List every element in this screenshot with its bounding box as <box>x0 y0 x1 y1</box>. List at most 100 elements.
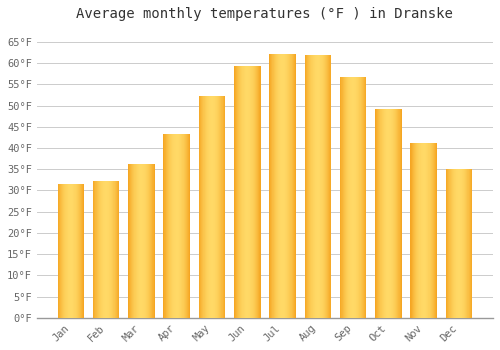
Bar <box>210 96 211 318</box>
Bar <box>340 77 341 318</box>
Bar <box>218 96 219 318</box>
Bar <box>307 55 308 318</box>
Bar <box>171 134 172 318</box>
Bar <box>347 77 348 318</box>
Bar <box>241 66 242 318</box>
Bar <box>216 96 218 318</box>
Bar <box>420 143 421 318</box>
Bar <box>93 181 94 318</box>
Bar <box>71 184 72 318</box>
Bar <box>250 66 251 318</box>
Bar <box>78 184 80 318</box>
Bar <box>94 181 95 318</box>
Bar <box>149 164 150 318</box>
Bar <box>350 77 351 318</box>
Bar <box>378 109 379 318</box>
Bar <box>291 54 292 318</box>
Bar <box>284 54 286 318</box>
Bar <box>436 143 437 318</box>
Bar <box>238 66 239 318</box>
Bar <box>305 55 306 318</box>
Bar <box>216 96 217 318</box>
Bar <box>272 54 273 318</box>
Bar <box>293 54 294 318</box>
Bar <box>397 109 398 318</box>
Bar <box>108 181 109 318</box>
Bar <box>462 169 464 318</box>
Bar <box>322 55 323 318</box>
Bar <box>392 109 394 318</box>
Bar <box>346 77 347 318</box>
Bar <box>106 181 107 318</box>
Bar <box>133 164 134 318</box>
Bar <box>175 134 176 318</box>
Bar <box>80 184 81 318</box>
Bar <box>208 96 209 318</box>
Bar <box>141 164 142 318</box>
Bar <box>286 54 287 318</box>
Bar <box>358 77 359 318</box>
Bar <box>134 164 135 318</box>
Bar <box>259 66 260 318</box>
Bar <box>377 109 378 318</box>
Bar <box>308 55 309 318</box>
Bar <box>140 164 141 318</box>
Bar <box>168 134 169 318</box>
Bar <box>280 54 281 318</box>
Bar <box>185 134 186 318</box>
Bar <box>326 55 327 318</box>
Bar <box>375 109 376 318</box>
Bar <box>215 96 216 318</box>
Bar <box>466 169 467 318</box>
Bar <box>60 184 61 318</box>
Bar <box>183 134 184 318</box>
Bar <box>468 169 469 318</box>
Bar <box>224 96 226 318</box>
Bar <box>311 55 312 318</box>
Bar <box>379 109 380 318</box>
Bar <box>135 164 136 318</box>
Bar <box>455 169 456 318</box>
Bar <box>255 66 256 318</box>
Bar <box>177 134 178 318</box>
Bar <box>353 77 354 318</box>
Bar <box>432 143 433 318</box>
Bar <box>421 143 422 318</box>
Bar <box>450 169 451 318</box>
Bar <box>147 164 148 318</box>
Bar <box>95 181 96 318</box>
Bar <box>414 143 415 318</box>
Bar <box>319 55 320 318</box>
Bar <box>394 109 395 318</box>
Bar <box>457 169 458 318</box>
Bar <box>447 169 448 318</box>
Bar <box>132 164 133 318</box>
Bar <box>423 143 424 318</box>
Bar <box>136 164 137 318</box>
Bar <box>306 55 307 318</box>
Bar <box>153 164 154 318</box>
Bar <box>83 184 84 318</box>
Bar <box>277 54 278 318</box>
Bar <box>318 55 319 318</box>
Bar <box>111 181 112 318</box>
Bar <box>278 54 279 318</box>
Bar <box>342 77 343 318</box>
Bar <box>344 77 346 318</box>
Bar <box>82 184 83 318</box>
Bar <box>204 96 205 318</box>
Bar <box>179 134 180 318</box>
Bar <box>471 169 472 318</box>
Bar <box>119 181 120 318</box>
Bar <box>129 164 130 318</box>
Bar <box>213 96 214 318</box>
Bar <box>295 54 296 318</box>
Bar <box>167 134 168 318</box>
Bar <box>275 54 276 318</box>
Bar <box>294 54 295 318</box>
Bar <box>70 184 71 318</box>
Bar <box>348 77 349 318</box>
Bar <box>144 164 145 318</box>
Bar <box>239 66 240 318</box>
Bar <box>98 181 100 318</box>
